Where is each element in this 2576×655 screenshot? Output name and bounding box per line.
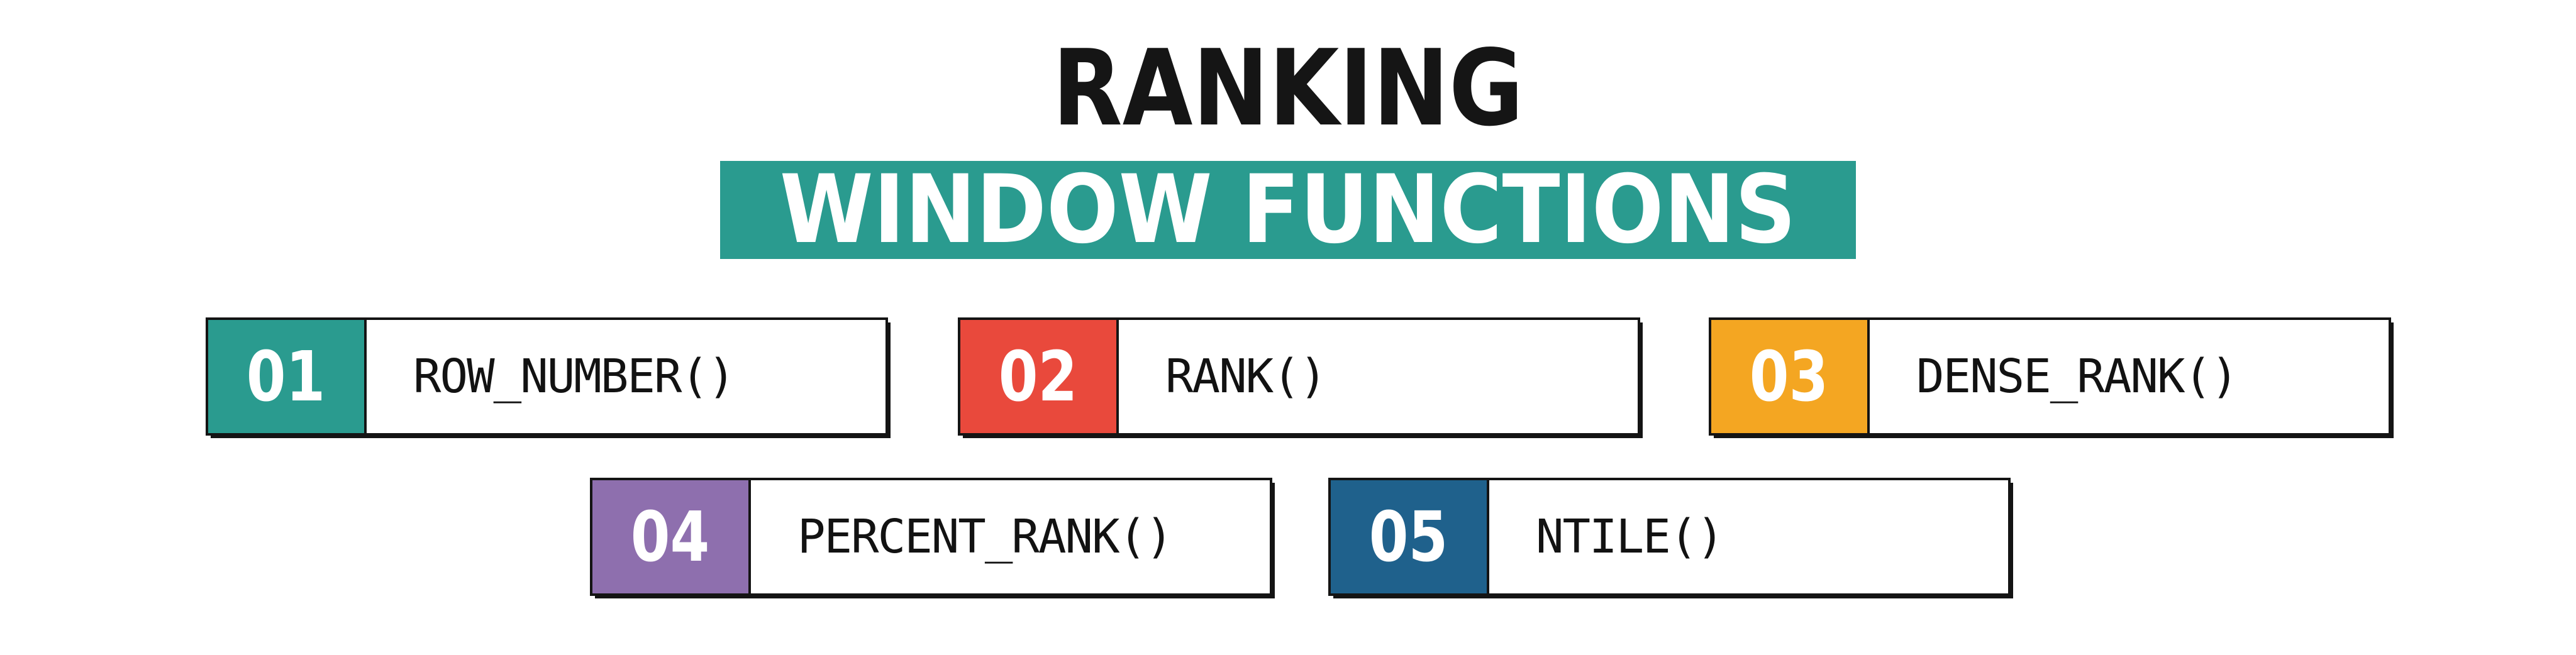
function-name: DENSE_RANK() <box>1916 350 2239 404</box>
subtitle-text: WINDOW FUNCTIONS <box>779 155 1797 265</box>
function-name: RANK() <box>1165 350 1327 404</box>
function-name: PERCENT_RANK() <box>797 510 1174 564</box>
card-number-badge: 05 <box>1331 480 1489 593</box>
page-title: RANKING <box>0 36 2576 141</box>
card-number: 01 <box>247 336 326 417</box>
card-number-badge: 01 <box>208 320 367 433</box>
function-card-ntile: 05 NTILE() <box>1328 478 2011 596</box>
function-card-row-number: 01 ROW_NUMBER() <box>206 317 888 436</box>
card-number-badge: 04 <box>592 480 751 593</box>
function-card-rank: 02 RANK() <box>958 317 1640 436</box>
subtitle-banner: WINDOW FUNCTIONS <box>720 161 1856 259</box>
card-number: 05 <box>1369 497 1448 577</box>
card-number-badge: 03 <box>1711 320 1870 433</box>
card-number: 04 <box>631 497 710 577</box>
page-title-text: RANKING <box>1052 28 1524 150</box>
function-card-percent-rank: 04 PERCENT_RANK() <box>590 478 1272 596</box>
card-number: 02 <box>999 336 1078 417</box>
card-number-badge: 02 <box>960 320 1119 433</box>
function-name: NTILE() <box>1536 510 1724 564</box>
function-name: ROW_NUMBER() <box>413 350 736 404</box>
function-card-dense-rank: 03 DENSE_RANK() <box>1709 317 2391 436</box>
card-number: 03 <box>1750 336 1829 417</box>
